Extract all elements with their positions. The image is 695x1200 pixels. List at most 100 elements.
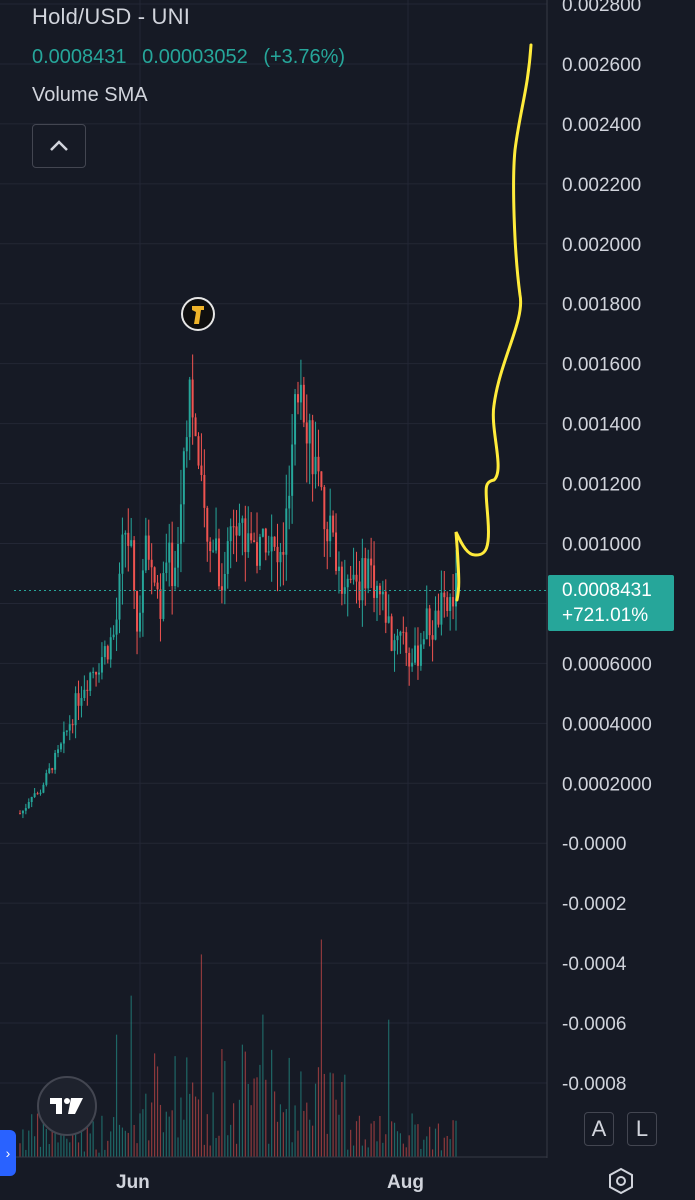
volume-bar [154, 1053, 156, 1157]
volume-bar [194, 1096, 197, 1157]
volume-bar [379, 1116, 381, 1157]
settings-button[interactable] [606, 1166, 636, 1196]
volume-bar [399, 1133, 402, 1157]
candle-body [291, 444, 294, 496]
time-tick-jun: Jun [116, 1172, 150, 1193]
candle-body [247, 533, 250, 553]
candle-body [194, 417, 197, 437]
candle-body [308, 420, 311, 444]
candle-body [30, 796, 33, 803]
price-tick-label: 0.0002000 [562, 774, 652, 795]
volume-bar [265, 1079, 267, 1157]
candle-body [174, 567, 177, 587]
volume-bar [168, 1116, 170, 1157]
candle-body [209, 541, 212, 552]
candle-body [191, 379, 194, 418]
candle-body [62, 731, 65, 744]
indicator-label[interactable]: Volume SMA [32, 84, 148, 106]
volume-bar [145, 1093, 147, 1157]
candle-body [54, 752, 57, 770]
volume-bar [259, 1064, 261, 1157]
volume-bar [396, 1131, 399, 1157]
volume-bar [83, 1151, 85, 1157]
candle-body [124, 532, 127, 535]
volume-bar [215, 1138, 217, 1157]
volume-bar [434, 1128, 437, 1157]
candle-body [71, 724, 74, 726]
volume-bar [335, 1099, 337, 1157]
price-tick-label: -0.0002 [562, 894, 626, 915]
log-scale-button[interactable]: L [627, 1112, 657, 1146]
candle-body [238, 522, 241, 536]
candle-body [443, 592, 446, 598]
volume-bar [402, 1143, 404, 1157]
candle-body [416, 645, 419, 666]
candle-body [89, 672, 92, 691]
volume-bar [373, 1121, 375, 1157]
volume-bar [285, 1109, 287, 1157]
symbol-title[interactable]: Hold/USD - UNI [32, 4, 191, 29]
volume-bar [92, 1121, 94, 1157]
volume-bar [218, 1135, 220, 1157]
candle-body [256, 542, 259, 566]
volume-bar [420, 1148, 422, 1157]
candle-body [83, 689, 86, 699]
volume-bar [22, 1129, 24, 1157]
candle-body [302, 384, 305, 423]
volume-bar [63, 1123, 65, 1157]
candle-body [232, 526, 235, 528]
volume-bar [241, 1044, 243, 1157]
last-price: 0.0008431 [32, 46, 127, 68]
candle-body [288, 495, 291, 509]
candle-body [168, 542, 171, 563]
panel-toggle-button[interactable]: › [0, 1130, 16, 1176]
candle-body [446, 597, 449, 612]
candle-body [77, 693, 80, 706]
volume-bar [171, 1110, 173, 1157]
candle-body [171, 542, 174, 587]
volume-bar [247, 1083, 249, 1157]
candle-body [367, 558, 370, 589]
volume-bar [385, 1134, 387, 1157]
candle-body [212, 550, 215, 552]
candle-body [437, 610, 440, 625]
candle-body [39, 792, 42, 794]
volume-bar [203, 1144, 205, 1157]
volume-bar [51, 1125, 53, 1157]
volume-bar [329, 1072, 331, 1157]
quote-line: 0.0008431 0.00003052 (+3.76%) [32, 46, 355, 69]
volume-bar [393, 1122, 396, 1157]
candle-body [86, 689, 89, 691]
auto-scale-button[interactable]: A [584, 1112, 614, 1146]
volume-bar [382, 1142, 384, 1157]
volume-bar [39, 1146, 42, 1157]
price-change-percent: (+3.76%) [263, 46, 346, 68]
candle-body [411, 662, 414, 667]
volume-bar [341, 1081, 343, 1157]
volume-bar [72, 1135, 74, 1157]
volume-bar [423, 1139, 425, 1157]
candle-body [267, 551, 270, 553]
volume-bar [25, 1149, 27, 1157]
volume-bar [361, 1145, 363, 1157]
candle-body [215, 538, 218, 551]
candle-body [337, 566, 340, 571]
candle-body [92, 671, 95, 673]
candle-body [431, 635, 434, 640]
candle-body [36, 793, 39, 795]
volume-bar [115, 1034, 118, 1157]
candle-body [95, 671, 98, 675]
collapse-legend-button[interactable] [32, 124, 86, 168]
candle-body [261, 528, 264, 537]
volume-bar [31, 1114, 33, 1157]
price-tick-label: 0.0006000 [562, 654, 652, 675]
tradingview-logo[interactable] [37, 1076, 97, 1136]
volume-bar [312, 1125, 314, 1157]
candle-body [200, 465, 203, 475]
candle-body [408, 652, 411, 667]
volume-bar [89, 1133, 91, 1157]
price-tick-label: 0.0004000 [562, 714, 652, 735]
candle-body [393, 640, 396, 651]
volume-bar [367, 1147, 369, 1157]
